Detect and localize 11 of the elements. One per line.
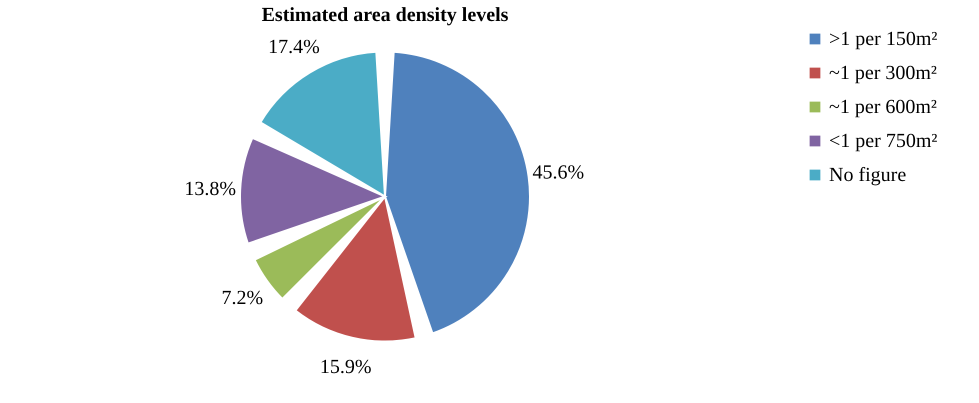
data-label: 7.2% [222,286,264,309]
legend-label: ~1 per 600m² [829,96,937,118]
data-label: 15.9% [320,356,372,378]
legend-label: <1 per 750m² [829,130,938,152]
legend-label: >1 per 150m² [829,28,938,50]
chart-title: Estimated area density levels [262,4,509,26]
legend-label: ~1 per 300m² [829,62,937,84]
data-label: 45.6% [532,162,584,184]
data-label: 17.4% [268,36,320,58]
data-label: 13.8% [184,178,236,200]
legend-label: No figure [829,164,906,186]
